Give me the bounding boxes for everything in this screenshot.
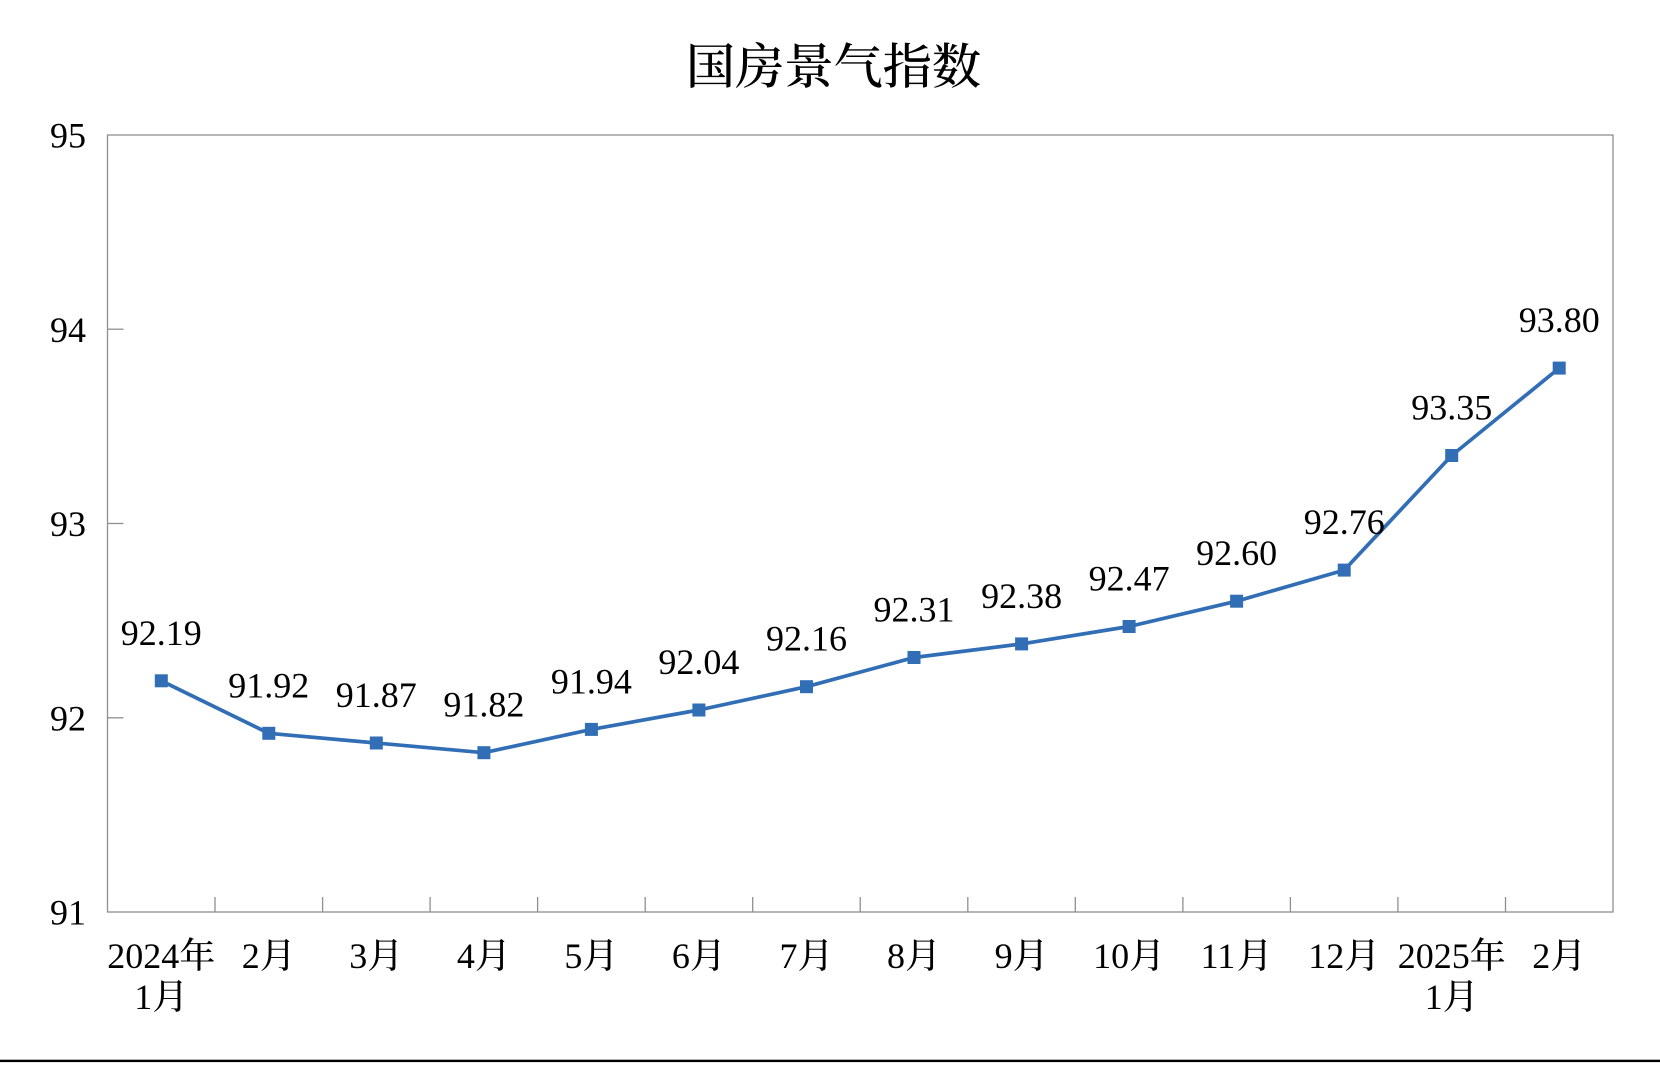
svg-text:91.92: 91.92 <box>228 665 309 705</box>
svg-text:7: 7 <box>780 936 798 976</box>
svg-text:92.47: 92.47 <box>1089 559 1170 599</box>
svg-text:92.76: 92.76 <box>1304 502 1385 542</box>
svg-text:5: 5 <box>564 936 582 976</box>
svg-text:92.19: 92.19 <box>121 613 202 653</box>
svg-text:92.31: 92.31 <box>874 590 955 630</box>
svg-text:1: 1 <box>134 977 152 1017</box>
svg-text:10: 10 <box>1093 936 1129 976</box>
svg-text:92.04: 92.04 <box>658 642 739 682</box>
svg-text:1: 1 <box>1425 977 1443 1017</box>
svg-text:95: 95 <box>50 116 86 156</box>
svg-text:2: 2 <box>242 936 260 976</box>
svg-text:92.60: 92.60 <box>1196 533 1277 573</box>
svg-text:91.94: 91.94 <box>551 661 632 701</box>
svg-text:12: 12 <box>1308 936 1344 976</box>
svg-text:92: 92 <box>50 698 86 738</box>
svg-text:6: 6 <box>672 936 690 976</box>
svg-text:92.16: 92.16 <box>766 619 847 659</box>
svg-text:8: 8 <box>887 936 905 976</box>
svg-text:9: 9 <box>995 936 1013 976</box>
svg-text:3: 3 <box>349 936 367 976</box>
svg-text:94: 94 <box>50 310 86 350</box>
svg-text:93.80: 93.80 <box>1519 300 1600 340</box>
svg-text:93: 93 <box>50 504 86 544</box>
svg-text:91.87: 91.87 <box>336 675 417 715</box>
svg-text:4: 4 <box>457 936 475 976</box>
svg-text:2: 2 <box>1532 936 1550 976</box>
svg-text:2024: 2024 <box>107 936 179 976</box>
svg-text:91.82: 91.82 <box>443 685 524 725</box>
svg-text:93.35: 93.35 <box>1411 388 1492 428</box>
svg-text:91: 91 <box>50 893 86 933</box>
svg-text:92.38: 92.38 <box>981 576 1062 616</box>
svg-text:2025: 2025 <box>1398 936 1470 976</box>
svg-text:11: 11 <box>1201 936 1236 976</box>
